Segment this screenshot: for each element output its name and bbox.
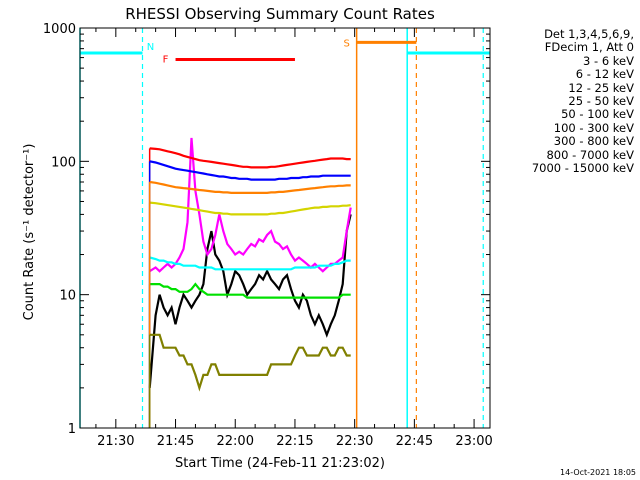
- legend-entry-800-7000-kev: 800 - 7000 keV: [474, 147, 634, 162]
- legend-text: 300 - 800 keV: [553, 134, 634, 149]
- generation-timestamp: 14-Oct-2021 18:05: [560, 468, 636, 477]
- y-tick-label-10: 10: [59, 289, 76, 304]
- y-tick-label-1: 1: [68, 422, 76, 437]
- x-tick-label-2215: 22:15: [276, 434, 313, 449]
- x-tick-label-2300: 23:00: [455, 434, 492, 449]
- legend-items: 3 - 6 keV 6 - 12 keV 12 - 25 keV 25 - 50 ke…: [474, 53, 634, 176]
- legend-entry-300-800-kev: 300 - 800 keV: [474, 135, 634, 148]
- series-line-300-800-kev: [149, 160, 351, 181]
- x-tick-label-2145: 21:45: [157, 434, 194, 449]
- plot-frame: [79, 27, 491, 429]
- night-label: N: [147, 42, 154, 53]
- x-tick-label-2245: 22:45: [396, 434, 433, 449]
- plot-area: N S F 21:30 21:45 22:00 22:15 22:30 22:45 23:00 1 1…: [43, 22, 493, 449]
- legend-text: 25 - 50 keV: [568, 94, 634, 109]
- y-axis-label: Count Rate (s⁻¹ detector⁻¹): [22, 144, 37, 321]
- flare-label: F: [163, 55, 169, 66]
- legend-entry-25-50-kev: 25 - 50 keV: [474, 94, 634, 109]
- series-line-3-6-kev: [148, 214, 352, 388]
- y-tick-label-100: 100: [51, 155, 76, 170]
- legend-text: 800 - 7000 keV: [546, 147, 634, 162]
- legend-header-decim: FDecim 1, Att 0: [544, 40, 634, 55]
- chart-title: RHESSI Observing Summary Count Rates: [125, 5, 435, 23]
- x-tick-label-2130: 21:30: [97, 434, 134, 449]
- legend-text: 3 - 6 keV: [583, 53, 634, 68]
- series-line-50-100-kev: [149, 201, 351, 216]
- series-line-25-50-kev: [149, 256, 351, 271]
- legend-text: 100 - 300 keV: [553, 120, 634, 135]
- legend-entry-12-25-kev: 12 - 25 keV: [474, 80, 634, 95]
- y-tick-label-1000: 1000: [43, 22, 76, 37]
- legend-entry-6-12-kev: 6 - 12 keV: [474, 68, 634, 81]
- chart-legend: Det 1,3,4,5,6,9, FDecim 1, Att 0 3 - 6 k…: [474, 27, 634, 176]
- legend-text: 12 - 25 keV: [568, 80, 634, 95]
- x-tick-label-2200: 22:00: [217, 434, 254, 449]
- x-tick-label-2230: 22:30: [336, 434, 373, 449]
- series-line-7000-15000-kev: [149, 333, 351, 392]
- legend-entry-3-6-kev: 3 - 6 keV: [474, 53, 634, 68]
- legend-header-detectors: Det 1,3,4,5,6,9,: [544, 27, 634, 41]
- series-line-800-7000-kev: [149, 180, 351, 194]
- saa-label: S: [343, 38, 349, 49]
- x-axis-label: Start Time (24-Feb-11 21:23:02): [175, 456, 385, 471]
- legend-entry-7000-15000-kev: 7000 - 15000 keV: [474, 161, 634, 176]
- legend-text: 50 - 100 keV: [561, 107, 634, 122]
- series-line-100-300-kev: [149, 147, 351, 169]
- legend-text: 6 - 12 keV: [575, 67, 634, 82]
- series-line-12-25-kev: [149, 282, 351, 299]
- legend-text: 7000 - 15000 keV: [531, 161, 634, 176]
- legend-entry-100-300-kev: 100 - 300 keV: [474, 120, 634, 135]
- legend-entry-50-100-kev: 50 - 100 keV: [474, 108, 634, 121]
- series-line-6-12-kev: [149, 137, 352, 273]
